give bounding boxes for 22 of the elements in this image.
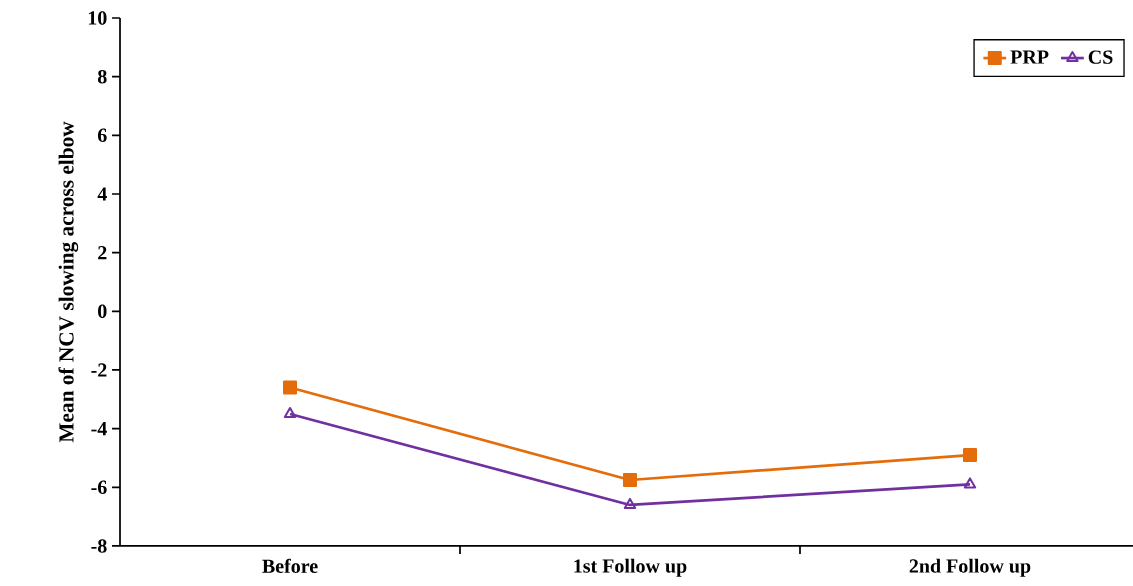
y-tick-label: 0 (98, 304, 107, 319)
x-tick-label: 2nd Follow up (909, 558, 1031, 577)
point (283, 380, 298, 395)
y-tick-label: -4 (91, 422, 107, 436)
y-axis-title: Mean of NCV slowing across elbow (58, 121, 79, 443)
x-tick-label: 1st Follow up (574, 558, 687, 577)
point (623, 497, 637, 509)
legend-label: PRP (1010, 50, 1049, 64)
y-tick-label: -6 (91, 480, 107, 495)
x-tick-label: Before (262, 558, 318, 573)
y-tick-label: 10 (88, 11, 107, 25)
y-tick-label: -2 (91, 363, 107, 377)
y-tick-label: 4 (97, 187, 107, 201)
y-tick-label: -8 (91, 539, 107, 553)
point (283, 406, 297, 418)
point (623, 472, 637, 487)
legend-label: CS (1088, 50, 1113, 64)
y-tick-label: 2 (98, 246, 107, 260)
point (962, 448, 977, 463)
point (963, 477, 977, 489)
y-tick-label: 6 (97, 128, 107, 143)
y-tick-label: 8 (97, 69, 107, 84)
